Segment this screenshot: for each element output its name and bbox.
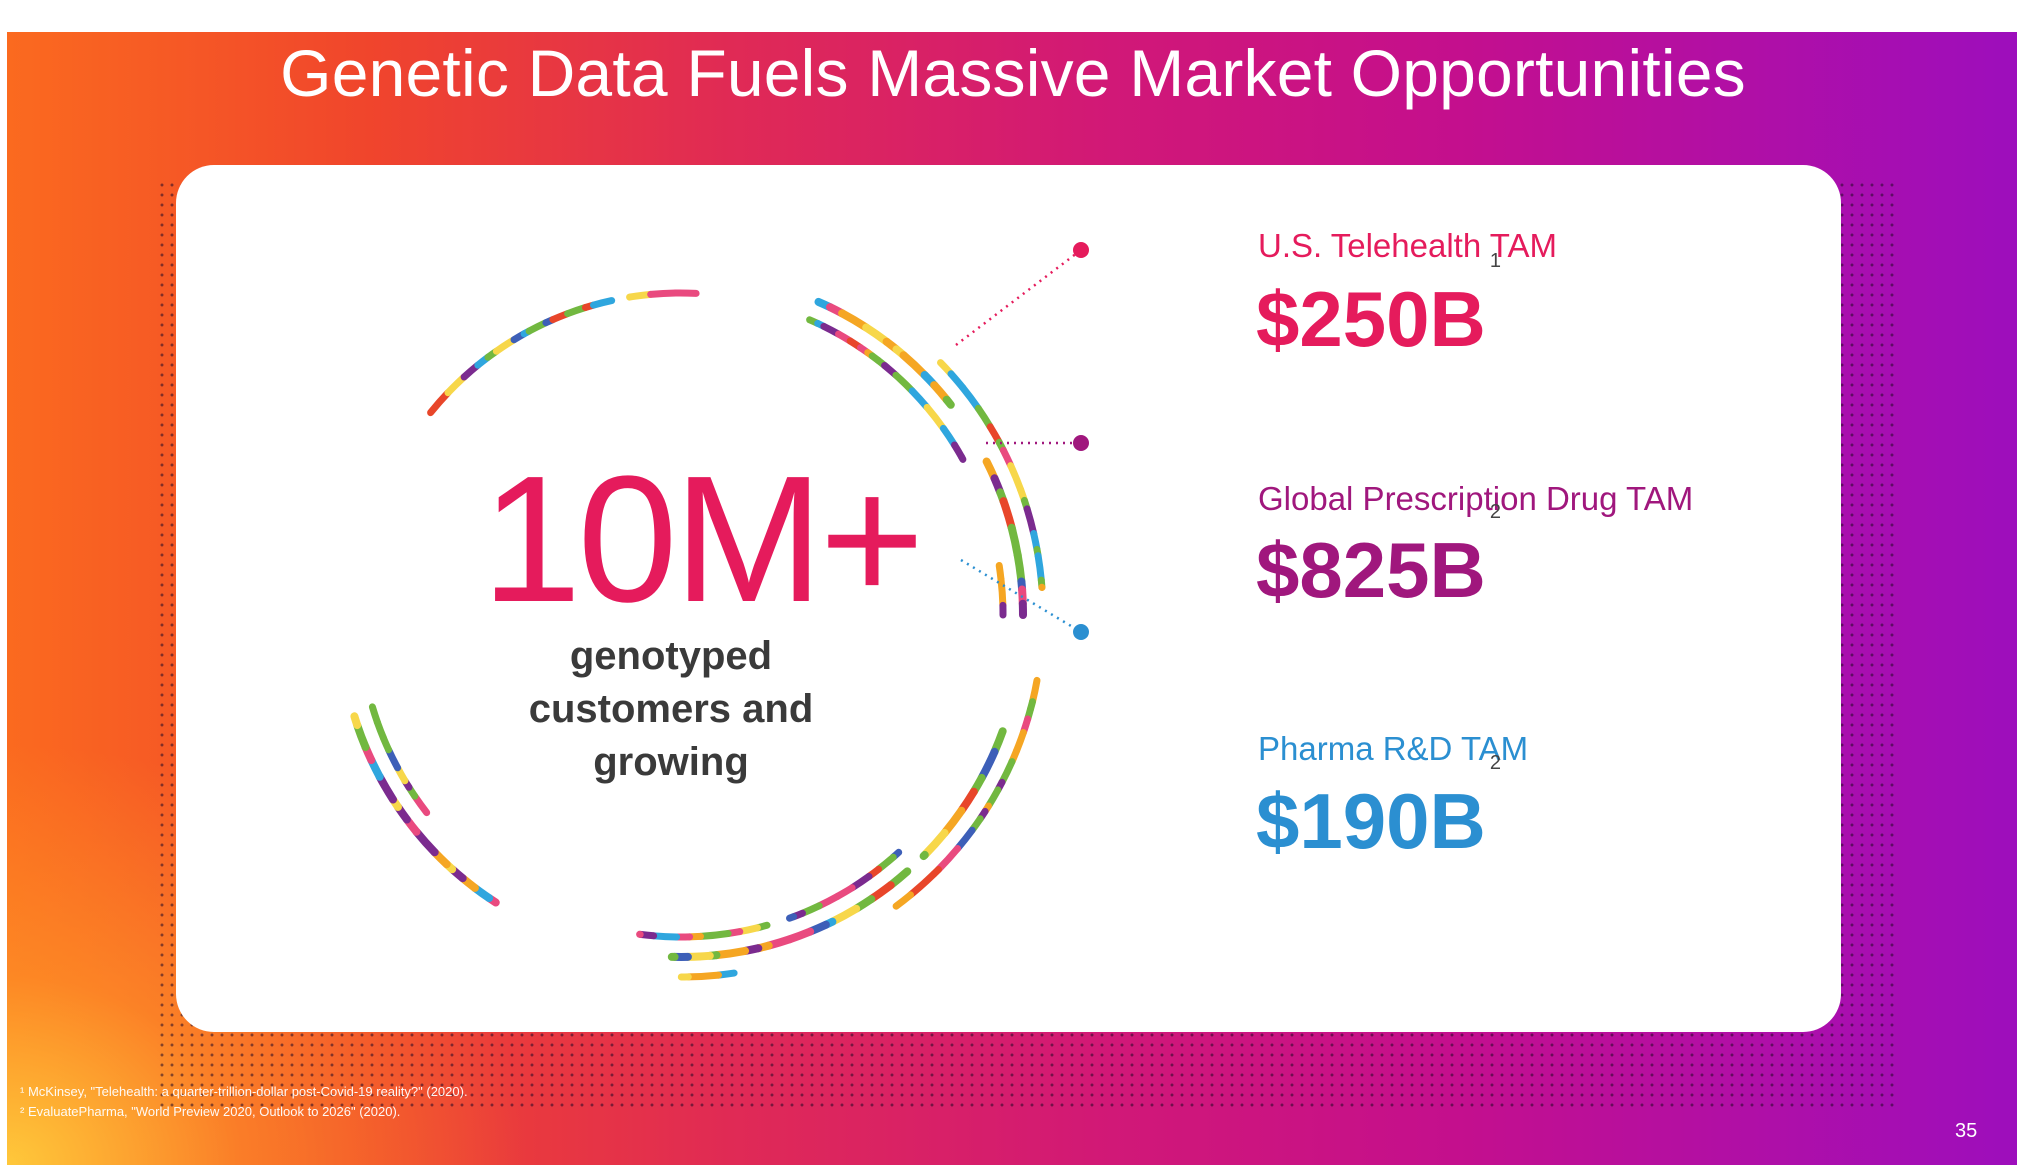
ring-segment [712,946,750,960]
footnote-1: ¹ McKinsey, "Telehealth: a quarter-trill… [20,1084,468,1099]
ring-segment [590,297,616,309]
ring-segment [368,703,381,726]
ring-segment [923,403,947,432]
ring-segment [828,904,861,926]
ring-segment [899,351,929,379]
content-card: 10M+ genotyped customers and growing U.S… [176,165,1841,1032]
ring-segment [940,806,966,837]
tam-label-prescription-drug: Global Prescription Drug TAM [1258,480,1694,517]
ring-segment [1007,462,1025,494]
ring-segment [1023,505,1038,537]
tam-value-prescription-drug: $825B2 [1256,501,1501,614]
footnote-ref: 1 [1489,250,1501,272]
footnote-ref: 2 [1489,752,1501,774]
ring-segment [786,913,798,922]
ring-segment [1007,523,1022,560]
connector-line [955,249,1082,346]
footnotes: ¹ McKinsey, "Telehealth: a quarter-trill… [20,1082,468,1122]
ring-segment [958,453,967,463]
connector-dot [1073,435,1089,451]
hero-value: 10M+ [481,439,924,640]
tam-label-telehealth: U.S. Telehealth TAM [1258,227,1557,264]
tam-value-pharma-rd: $190B2 [1256,752,1501,865]
ring-segment [412,827,439,857]
ring-segment [684,971,722,981]
ring-segment [997,576,1007,609]
connector-dot [1073,624,1089,640]
tam-label-pharma-rd: Pharma R&D TAM [1258,730,1529,767]
slide-title: Genetic Data Fuels Massive Market Opport… [280,36,1746,110]
ring-segment [350,712,362,730]
ring-segment [920,828,949,859]
tam-value-telehealth: $250B1 [1256,250,1501,363]
ring-segment [697,930,732,940]
footnote-ref: 2 [1489,501,1501,523]
ring-segment [954,826,976,852]
ring-segment [838,309,871,332]
dna-ring-graphic [350,242,1089,981]
ring-segment [935,845,962,873]
ring-segment [427,389,452,417]
connector-dot [1073,242,1089,258]
page-number: 35 [1955,1120,1978,1142]
ring-segment [892,891,914,910]
footnote-2: ² EvaluatePharma, "World Preview 2020, O… [20,1104,401,1119]
ring-segment [977,747,999,782]
ring-segment [1034,552,1045,584]
ring-segment [999,497,1016,532]
ring-segment [647,289,680,298]
ring-segment [959,384,982,412]
ring-segment [919,850,929,861]
ring-segment [907,870,938,899]
ring-segment [942,395,955,409]
hero-label: genotyped customers and growing [528,634,814,784]
